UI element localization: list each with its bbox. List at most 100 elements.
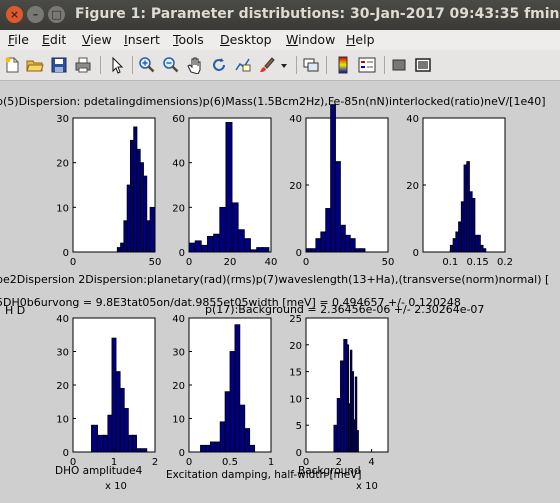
x-tick-label: 40 (265, 257, 278, 268)
y-tick-label: 10 (56, 415, 69, 426)
y-tick-label: 40 (56, 314, 69, 325)
window-title: Figure 1: Parameter distributions: 30-Ja… (75, 6, 560, 22)
menu-desktop[interactable]: Desktop (220, 32, 272, 47)
window-maximize-button[interactable]: □ (48, 6, 65, 23)
overlap-title-row1: p(5)Dispersion: pdetalingdimensions)p(6)… (0, 95, 546, 108)
y-tick-label: 20 (289, 341, 302, 352)
window-close-button[interactable]: × (6, 6, 23, 23)
y-tick-label: 20 (172, 203, 185, 214)
zoom-out-icon[interactable] (162, 56, 180, 74)
histogram-bar (91, 424, 98, 453)
y-tick-label: 30 (172, 348, 185, 359)
toolbar-separator (100, 56, 101, 74)
x-tick-label: 0 (303, 257, 309, 268)
y-tick-label: 40 (289, 114, 302, 125)
histogram-bar (214, 441, 221, 453)
y-tick-label: 30 (56, 348, 69, 359)
histogram-bar (244, 428, 251, 453)
figure-canvas[interactable]: 0 50 0 10 20 30 0 20 40 0 20 40 60 0 50 0 20 40 0.1 0.15 0.2… (0, 81, 560, 503)
toolbar-separator (326, 56, 327, 74)
overlap-title-row2: be2Dispersion 2Dispersion:planetary(rad)… (0, 273, 549, 286)
histogram-bar (343, 339, 348, 453)
histogram-bar (479, 244, 484, 253)
histogram-bar (477, 234, 481, 253)
menu-edit[interactable]: Edit (42, 32, 67, 47)
pan-hand-icon[interactable] (186, 56, 204, 74)
new-figure-icon[interactable] (3, 56, 21, 74)
histogram-bar (349, 238, 356, 253)
histogram-bar (239, 404, 246, 453)
x-tick-label: 0.15 (467, 257, 489, 268)
overlap-label-background: p(17):Background = 2.36456e-06 +/- 2.302… (205, 303, 484, 316)
histogram-bar (466, 161, 470, 253)
link-plot-icon[interactable] (302, 56, 320, 74)
menu-view[interactable]: View (82, 32, 112, 47)
show-plot-tools-icon[interactable] (414, 56, 432, 74)
hide-plot-tools-icon[interactable] (390, 56, 408, 74)
y-tick-label: 60 (172, 114, 185, 125)
histogram-bar (136, 148, 141, 253)
toolbar-separator (132, 56, 133, 74)
legend-icon[interactable] (358, 56, 376, 74)
window-titlebar: × – □ Figure 1: Parameter distributions:… (0, 0, 560, 30)
histogram-bar (115, 371, 121, 453)
toolbar-separator (384, 56, 385, 74)
rotate-icon[interactable] (210, 56, 228, 74)
brush-icon[interactable] (258, 56, 276, 74)
save-icon[interactable] (50, 56, 68, 74)
x-tick-label: 0.2 (497, 257, 513, 268)
histogram-bar (458, 221, 462, 253)
histogram-bar (320, 231, 327, 253)
window-minimize-button[interactable]: – (27, 6, 44, 23)
menu-help[interactable]: Help (346, 32, 375, 47)
histogram-bar (250, 249, 258, 253)
y-tick-label: 10 (289, 394, 302, 405)
brush-dropdown-icon[interactable] (279, 56, 289, 74)
histogram-bar (237, 229, 245, 253)
colorbar-icon[interactable] (334, 56, 352, 74)
histogram-bar (356, 430, 359, 453)
histogram-axes-p17: 0 2 4 0 5 10 15 20 25 Background x 10 (289, 314, 389, 492)
x-axis-label: DHO amplitude4 (55, 465, 143, 477)
y-tick-label: 0 (63, 448, 69, 459)
print-icon[interactable] (74, 56, 92, 74)
menu-file[interactable]: File (8, 32, 29, 47)
histogram-bar (132, 434, 137, 453)
histogram-bar (119, 387, 125, 453)
zoom-in-icon[interactable] (138, 56, 156, 74)
menu-tools[interactable]: Tools (173, 32, 204, 47)
histogram-bar (129, 139, 135, 253)
histogram-bar (97, 434, 105, 453)
y-tick-label: 0 (179, 448, 185, 459)
x-tick-label: 0.5 (222, 457, 238, 468)
x-tick-label: 1 (111, 457, 117, 468)
menu-insert[interactable]: Insert (124, 32, 160, 47)
histogram-bar (116, 247, 121, 253)
x-tick-label: 0 (70, 257, 76, 268)
histogram-bar (325, 208, 331, 253)
histogram-bar (143, 175, 148, 253)
histogram-axes-p6: 0 20 40 0 20 40 60 (172, 114, 277, 268)
histogram-bar (336, 397, 341, 453)
menu-window[interactable]: Window (286, 32, 336, 47)
histogram-bar (249, 444, 255, 453)
histogram-bar (207, 235, 214, 253)
histogram-bar (346, 344, 350, 453)
histogram-bar (188, 242, 196, 253)
y-tick-label: 40 (172, 314, 185, 325)
histogram-bar (344, 234, 351, 253)
open-file-icon[interactable] (26, 56, 44, 74)
histogram-bar (219, 421, 226, 453)
pointer-icon[interactable] (108, 56, 126, 74)
y-tick-label: 20 (56, 381, 69, 392)
data-cursor-icon[interactable] (234, 56, 252, 74)
histogram-bar (204, 444, 211, 453)
x-tick-label: 4 (368, 457, 374, 468)
histogram-axes-p5: 0 50 0 10 20 30 (56, 114, 161, 268)
histogram-bar (359, 248, 366, 253)
histogram-bar (111, 337, 117, 453)
histogram-bar (460, 201, 465, 253)
histogram-bar (335, 161, 341, 253)
histogram-bar (219, 206, 227, 253)
histogram-bar (234, 324, 241, 453)
